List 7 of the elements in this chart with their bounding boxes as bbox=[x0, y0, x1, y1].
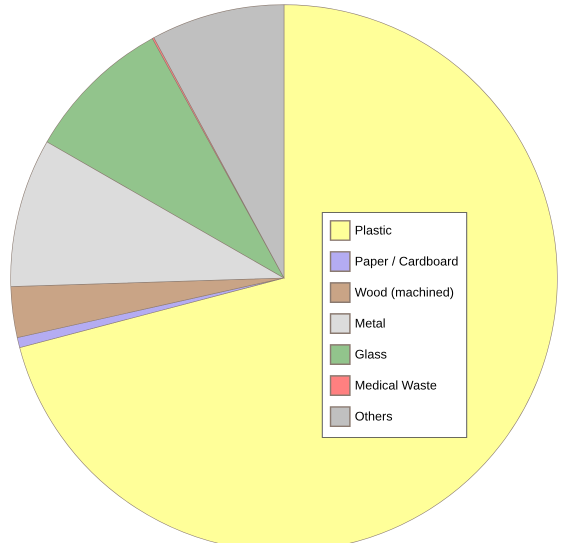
legend-label: Plastic bbox=[354, 223, 392, 238]
legend-label: Metal bbox=[354, 316, 386, 330]
legend-label: Medical Waste bbox=[354, 378, 437, 392]
legend-label: Glass bbox=[354, 347, 387, 362]
legend-label: Paper / Cardboard bbox=[354, 254, 458, 268]
legend-label: Others bbox=[354, 409, 393, 424]
legend-label: Wood (machined) bbox=[354, 285, 454, 300]
